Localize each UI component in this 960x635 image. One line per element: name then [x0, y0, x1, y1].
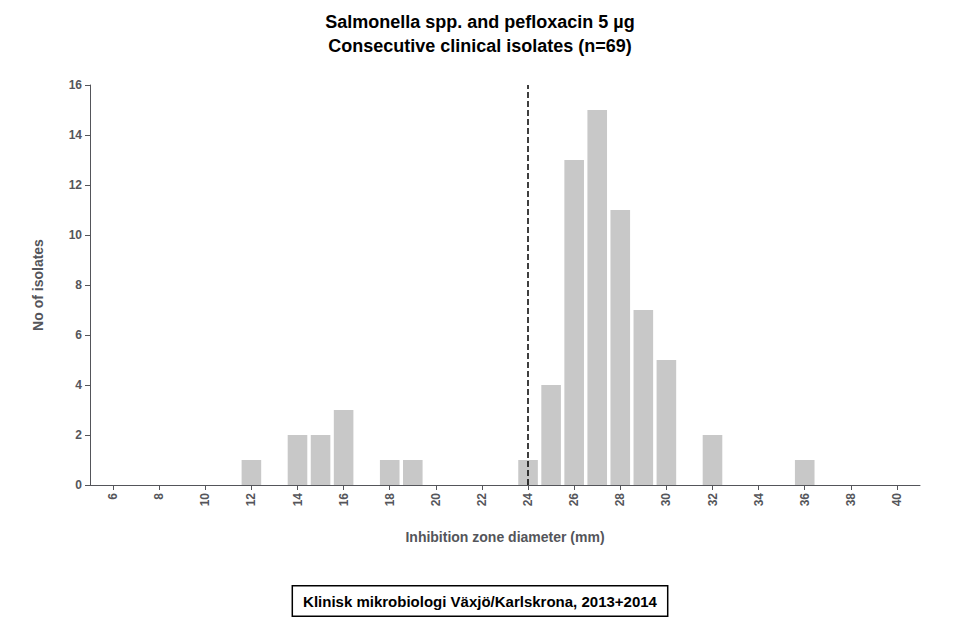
- svg-text:No of isolates: No of isolates: [30, 239, 46, 331]
- svg-text:36: 36: [798, 493, 812, 507]
- svg-text:30: 30: [659, 493, 673, 507]
- svg-text:40: 40: [890, 493, 904, 507]
- svg-text:Klinisk mikrobiologi Växjö/Kar: Klinisk mikrobiologi Växjö/Karlskrona, 2…: [303, 593, 658, 610]
- svg-text:Consecutive clinical isolates: Consecutive clinical isolates (n=69): [328, 36, 632, 56]
- svg-text:8: 8: [152, 493, 166, 500]
- svg-text:12: 12: [244, 493, 258, 507]
- svg-text:4: 4: [75, 378, 82, 392]
- svg-text:16: 16: [69, 78, 83, 92]
- svg-text:28: 28: [613, 493, 627, 507]
- svg-text:34: 34: [752, 493, 766, 507]
- svg-text:22: 22: [475, 493, 489, 507]
- svg-text:20: 20: [429, 493, 443, 507]
- svg-text:Salmonella spp. and pefloxacin: Salmonella spp. and pefloxacin 5 µg: [325, 12, 634, 32]
- svg-text:32: 32: [706, 493, 720, 507]
- svg-text:26: 26: [567, 493, 581, 507]
- svg-text:2: 2: [75, 428, 82, 442]
- svg-text:18: 18: [383, 493, 397, 507]
- svg-text:6: 6: [75, 328, 82, 342]
- svg-text:38: 38: [844, 493, 858, 507]
- svg-text:0: 0: [75, 478, 82, 492]
- svg-text:10: 10: [69, 228, 83, 242]
- svg-text:6: 6: [106, 493, 120, 500]
- svg-text:Inhibition zone diameter (mm): Inhibition zone diameter (mm): [405, 529, 604, 545]
- svg-text:8: 8: [75, 278, 82, 292]
- svg-text:16: 16: [337, 493, 351, 507]
- svg-text:10: 10: [198, 493, 212, 507]
- svg-text:14: 14: [291, 493, 305, 507]
- svg-text:14: 14: [69, 128, 83, 142]
- svg-text:12: 12: [69, 178, 83, 192]
- svg-text:24: 24: [521, 493, 535, 507]
